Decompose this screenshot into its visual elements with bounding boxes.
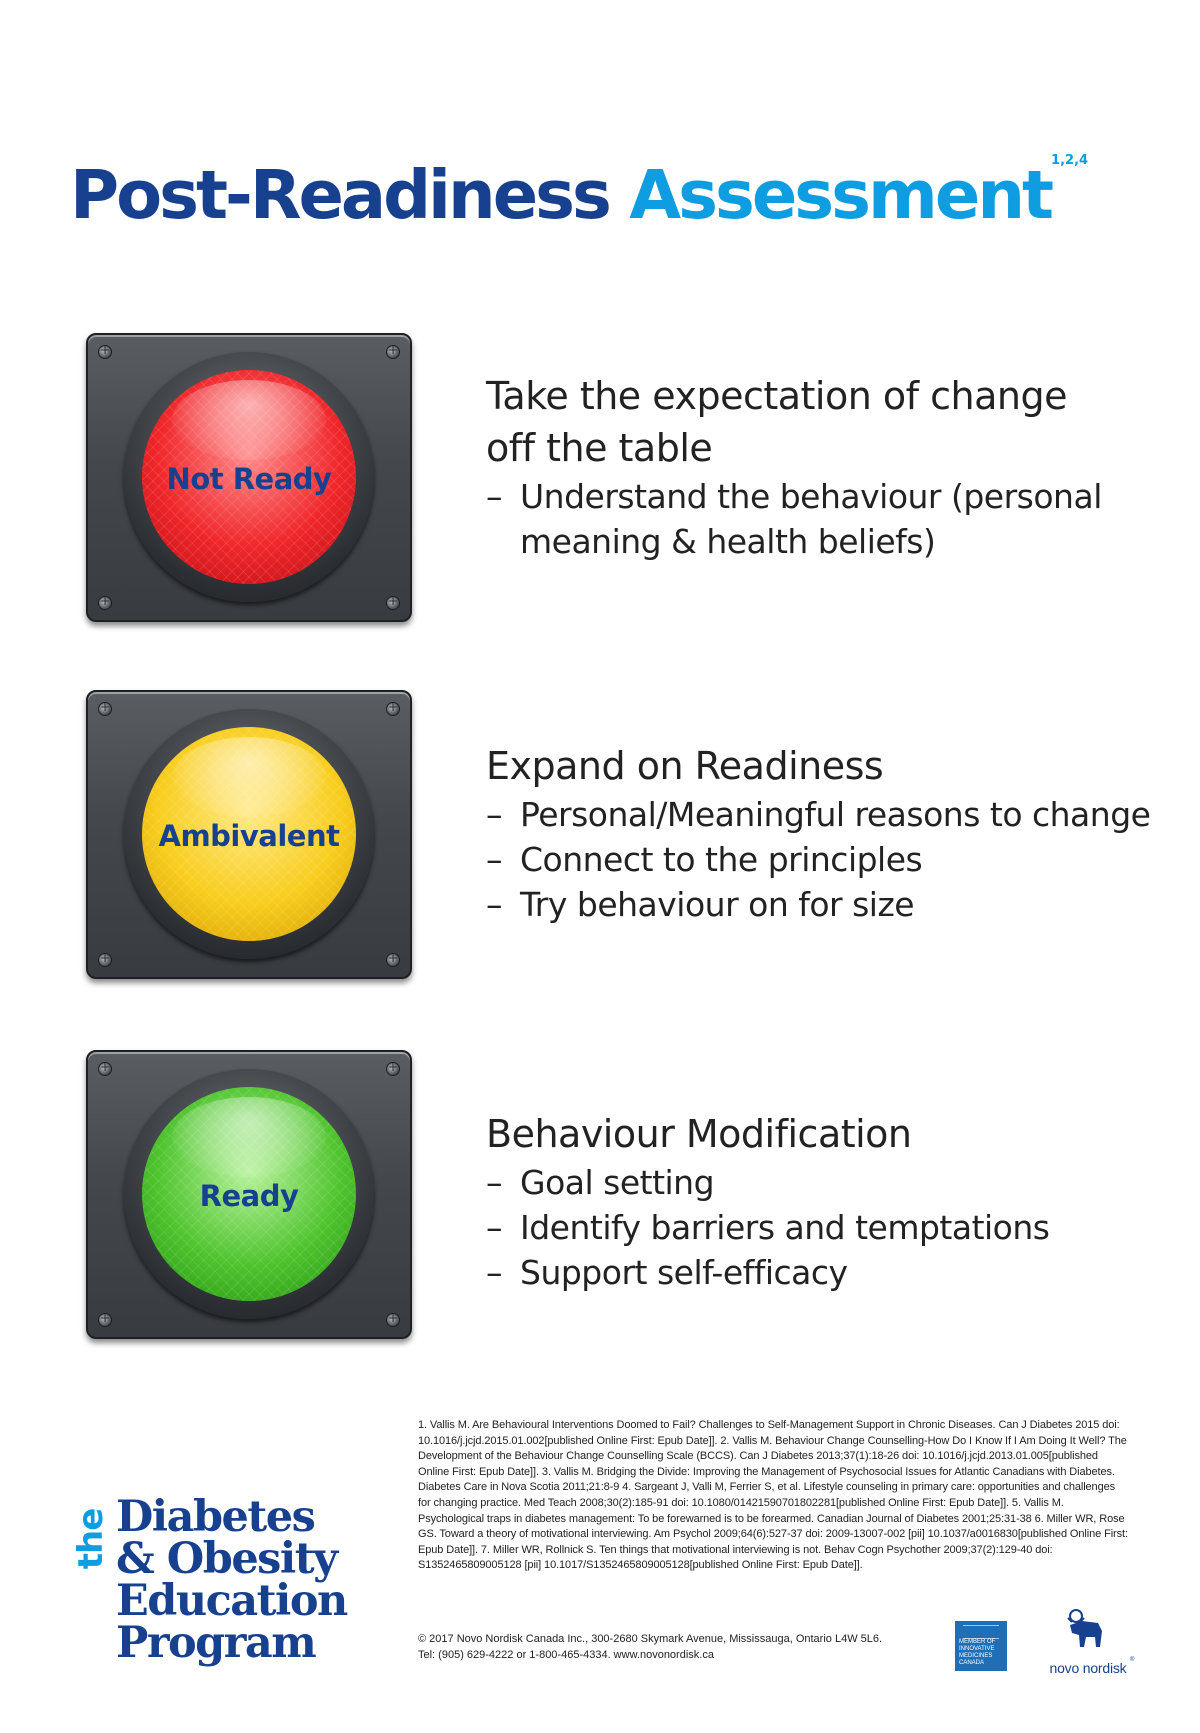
program-logo-line-1: Diabetes bbox=[116, 1492, 316, 1542]
registered-mark: ® bbox=[1130, 1657, 1135, 1663]
bullet-item: Goal setting bbox=[486, 1160, 1186, 1205]
stage-ambivalent-text: Expand on Readiness Personal/Meaningful … bbox=[486, 740, 1186, 927]
screw-icon bbox=[98, 951, 112, 967]
stage-bullets: Personal/Meaningful reasons to change Co… bbox=[486, 792, 1186, 927]
copyright-line-1: © 2017 Novo Nordisk Canada Inc., 300-268… bbox=[418, 1633, 883, 1645]
stage-bullets: Goal setting Identify barriers and tempt… bbox=[486, 1160, 1186, 1295]
signal-ambivalent: Ambivalent bbox=[86, 690, 412, 979]
stage-not-ready-text: Take the expectation of change off the ta… bbox=[486, 370, 1186, 564]
screw-icon bbox=[386, 343, 400, 359]
title-citation-superscript: 1,2,4 bbox=[1051, 153, 1089, 168]
bullet-item: Identify barriers and temptations bbox=[486, 1205, 1186, 1250]
page-title: Post-Readiness Assessment 1,2,4 bbox=[70, 150, 1088, 240]
signal-not-ready: Not Ready bbox=[86, 333, 412, 622]
title-part-2: Assessment bbox=[629, 156, 1054, 234]
screw-icon bbox=[98, 594, 112, 610]
program-logo-line-2: & Obesity bbox=[116, 1534, 338, 1584]
signal-bezel: Ambivalent bbox=[124, 709, 374, 959]
stage-heading-line-2: off the table bbox=[486, 426, 713, 470]
apis-bull-icon bbox=[1067, 1609, 1102, 1647]
bullet-item: Support self-efficacy bbox=[486, 1250, 1186, 1295]
screw-icon bbox=[98, 700, 112, 716]
stage-heading-line-1: Take the expectation of change bbox=[486, 374, 1067, 418]
stage-heading: Expand on Readiness bbox=[486, 744, 884, 788]
stage-ready-text: Behaviour Modification Goal setting Iden… bbox=[486, 1108, 1186, 1295]
program-logo-the: the bbox=[71, 1499, 111, 1579]
yellow-light-icon: Ambivalent bbox=[142, 727, 356, 941]
signal-ready: Ready bbox=[86, 1050, 412, 1339]
screw-icon bbox=[98, 1060, 112, 1076]
program-logo-line-4: Program bbox=[116, 1618, 317, 1668]
bullet-item: Personal/Meaningful reasons to change bbox=[486, 792, 1186, 837]
screw-icon bbox=[386, 1311, 400, 1327]
red-light-icon: Not Ready bbox=[142, 370, 356, 584]
program-logo-line-3: Education bbox=[116, 1576, 348, 1626]
stage-heading: Behaviour Modification bbox=[486, 1112, 912, 1156]
references: 1. Vallis M. Are Behavioural Interventio… bbox=[418, 1419, 1128, 1572]
screw-icon bbox=[386, 1060, 400, 1076]
signal-bezel: Ready bbox=[124, 1069, 374, 1319]
title-part-1: Post-Readiness bbox=[70, 156, 612, 234]
copyright-line-2: Tel: (905) 629-4222 or 1-800-465-4334. w… bbox=[418, 1649, 714, 1661]
bullet-item: Understand the behaviour (personal meani… bbox=[486, 474, 1140, 564]
bullet-item: Try behaviour on for size bbox=[486, 882, 1186, 927]
screw-icon bbox=[386, 700, 400, 716]
screw-icon bbox=[386, 951, 400, 967]
signal-label: Ambivalent bbox=[158, 819, 340, 853]
screw-icon bbox=[98, 1311, 112, 1327]
novo-nordisk-wordmark: novo nordisk bbox=[1049, 1660, 1127, 1676]
novo-nordisk-logo: novo nordisk ® bbox=[1038, 1607, 1138, 1687]
signal-label: Ready bbox=[199, 1179, 299, 1213]
copyright: © 2017 Novo Nordisk Canada Inc., 300-268… bbox=[418, 1631, 938, 1663]
signal-bezel: Not Ready bbox=[124, 352, 374, 602]
stage-bullets: Understand the behaviour (personal meani… bbox=[486, 474, 1186, 564]
program-logo: the Diabetes & Obesity Education Program bbox=[70, 1494, 420, 1674]
bullet-item: Connect to the principles bbox=[486, 837, 1186, 882]
program-logo-the-text: the bbox=[71, 1508, 111, 1570]
imc-member-logo: MEMBER OF INNOVATIVE MEDICINES CANADA bbox=[955, 1621, 1007, 1671]
green-light-icon: Ready bbox=[142, 1087, 356, 1301]
stage-heading: Take the expectation of change off the ta… bbox=[486, 370, 1186, 474]
signal-label: Not Ready bbox=[166, 462, 332, 496]
screw-icon bbox=[386, 594, 400, 610]
screw-icon bbox=[98, 343, 112, 359]
